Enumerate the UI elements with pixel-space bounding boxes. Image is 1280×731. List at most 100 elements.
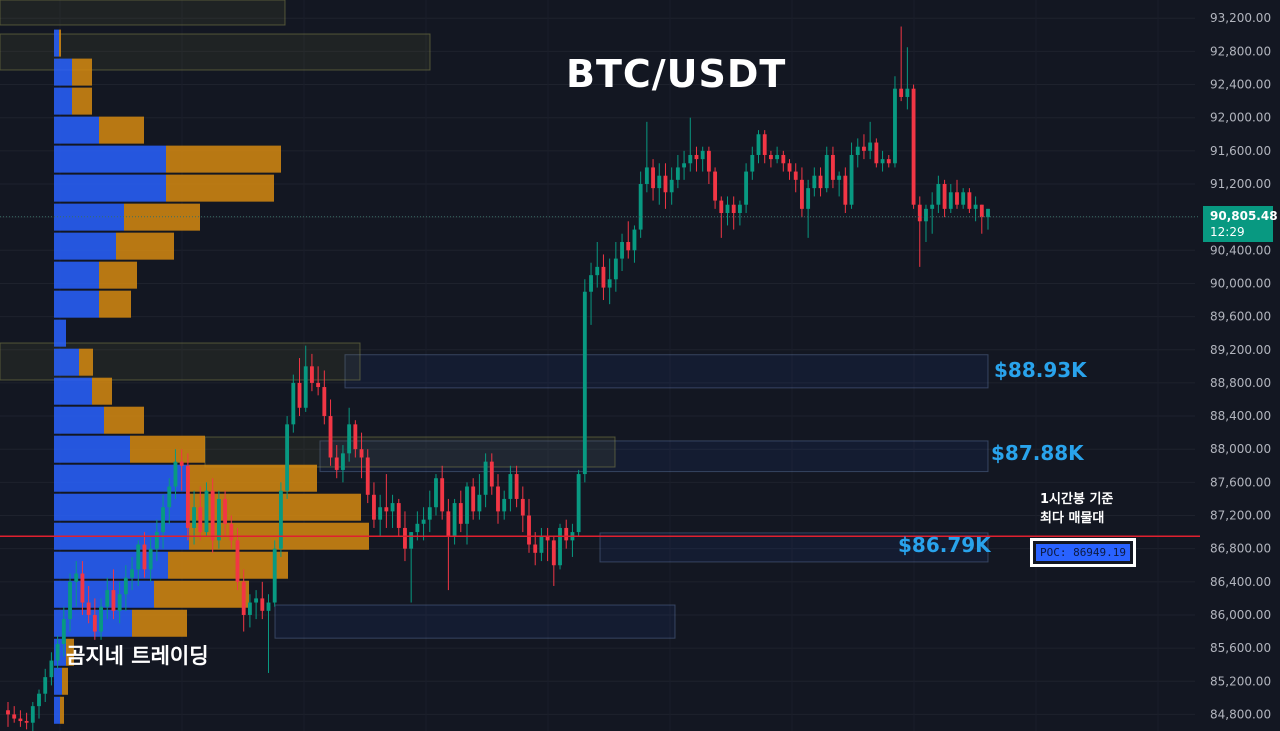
candle-body xyxy=(911,88,916,205)
candle-body xyxy=(620,242,624,259)
candle-body xyxy=(862,146,866,151)
candle-body xyxy=(694,154,699,160)
volume-bar-buy xyxy=(54,667,62,695)
candle-body xyxy=(427,507,432,520)
candle-body xyxy=(800,179,804,209)
volume-bar-buy xyxy=(54,261,99,289)
candle-body xyxy=(477,494,482,512)
volume-bar-sell xyxy=(79,348,93,376)
candle-body xyxy=(99,606,103,632)
candle-body xyxy=(905,88,910,97)
volume-bar-sell xyxy=(60,696,64,724)
candle-body xyxy=(986,208,990,218)
candle-body xyxy=(787,163,792,172)
candle-body xyxy=(198,507,203,533)
candle-body xyxy=(874,142,879,164)
candle-body xyxy=(316,382,321,388)
candle-body xyxy=(173,461,178,487)
volume-bar-buy xyxy=(54,435,130,463)
chart-title: BTC/USDT xyxy=(566,52,787,96)
candle-body xyxy=(421,519,426,524)
volume-bar-sell xyxy=(99,290,131,318)
candle-body xyxy=(415,523,420,533)
price-tick-label: 88,400.00 xyxy=(1210,409,1271,423)
candle-body xyxy=(148,548,153,570)
candle-body xyxy=(471,486,476,512)
candle-body xyxy=(818,175,823,189)
volume-bar-buy xyxy=(54,58,72,86)
candle-body xyxy=(948,192,953,209)
volume-bar-buy xyxy=(54,493,189,521)
candle-body xyxy=(378,507,383,520)
candle-body xyxy=(61,619,66,644)
price-axis[interactable]: 93,200.00 92,800.00 92,400.00 92,000.00 91,6… xyxy=(1210,11,1271,721)
price-tick-label: 90,400.00 xyxy=(1210,243,1271,257)
candle-body xyxy=(558,527,562,566)
candle-body xyxy=(49,660,54,678)
candle-body xyxy=(589,275,593,292)
candle-body xyxy=(731,204,736,214)
candle-body xyxy=(520,498,525,516)
candle-body xyxy=(130,569,134,578)
candle-body xyxy=(595,266,600,276)
candle-body xyxy=(92,614,97,632)
candle-body xyxy=(837,175,842,180)
volume-bar-sell xyxy=(59,29,61,57)
volume-bar-sell xyxy=(189,464,317,492)
poc-label-box[interactable]: POC: 86949.19 xyxy=(1030,538,1136,567)
candle-body xyxy=(347,424,352,454)
profile-highlight-box xyxy=(0,0,286,26)
candle-body xyxy=(390,503,395,512)
candle-body xyxy=(613,258,618,280)
volume-bar-sell xyxy=(189,493,361,521)
price-tick-label: 86,400.00 xyxy=(1210,575,1271,589)
candle-body xyxy=(161,507,165,533)
price-tick-label: 86,000.00 xyxy=(1210,608,1271,622)
candle-body xyxy=(372,494,376,520)
candle-body xyxy=(167,486,172,508)
price-tick-label: 88,000.00 xyxy=(1210,442,1271,456)
candle-body xyxy=(663,175,668,193)
volume-bar-sell xyxy=(92,377,112,405)
candle-body xyxy=(638,183,643,230)
candle-body xyxy=(899,88,904,97)
volume-bar-buy xyxy=(54,174,166,202)
volume-bar-sell xyxy=(99,116,144,144)
candle-body xyxy=(564,527,569,541)
candle-body xyxy=(396,503,401,528)
candle-body xyxy=(446,511,451,537)
candle-body xyxy=(793,171,798,180)
candle-body xyxy=(458,503,463,524)
candle-body xyxy=(551,540,556,566)
candle-body xyxy=(247,602,252,615)
volume-bar-buy xyxy=(54,377,92,405)
candle-body xyxy=(812,175,817,189)
poc-annotation-line2: 최다 매물대 xyxy=(1040,511,1105,526)
volume-bar-buy xyxy=(54,290,99,318)
current-price-value: 90,805.48 xyxy=(1210,209,1278,223)
candle-body xyxy=(285,424,290,491)
candle-body xyxy=(675,167,680,180)
candle-body xyxy=(179,461,184,466)
candle-body xyxy=(917,204,922,222)
price-tick-label: 90,000.00 xyxy=(1210,276,1271,290)
candle-body xyxy=(880,159,885,164)
candle-body xyxy=(719,200,724,214)
candle-body xyxy=(955,192,959,205)
candle-body xyxy=(893,88,897,164)
candle-body xyxy=(576,474,581,533)
candle-body xyxy=(74,573,79,582)
volume-bar-buy xyxy=(54,696,60,724)
candle-body xyxy=(868,142,873,151)
zone-label-87880: $87.88K xyxy=(991,441,1084,465)
candle-body xyxy=(6,710,10,715)
candle-body xyxy=(936,183,941,205)
candle-body xyxy=(700,150,705,160)
volume-profile xyxy=(54,29,369,724)
candle-body xyxy=(30,706,35,723)
zone-box xyxy=(274,604,676,639)
candle-body xyxy=(973,204,978,209)
price-tick-label: 91,200.00 xyxy=(1210,177,1271,191)
candle-body xyxy=(942,183,947,209)
